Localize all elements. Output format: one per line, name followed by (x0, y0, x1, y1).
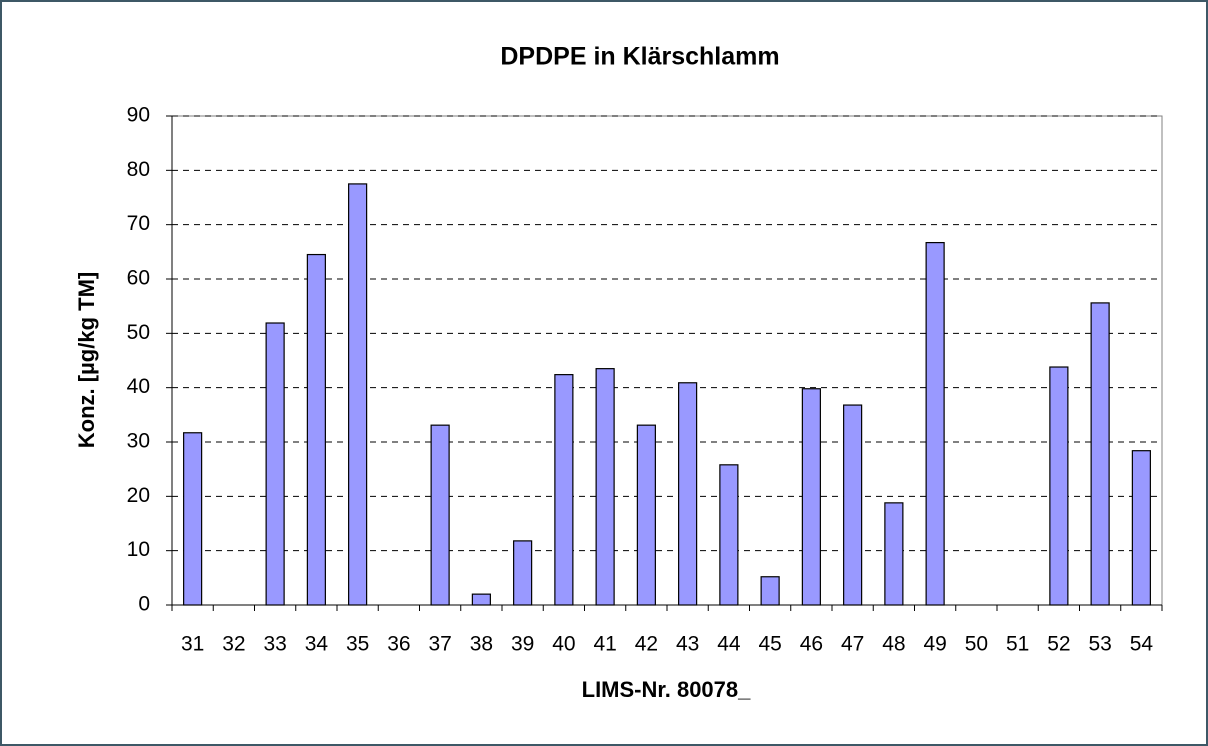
x-tick-label: 45 (758, 633, 781, 656)
bar (306, 253, 326, 606)
x-tick-label: 38 (470, 633, 493, 656)
x-tick-label: 53 (1088, 633, 1111, 656)
y-tick-label: 60 (127, 267, 150, 290)
x-tick-label: 32 (222, 633, 245, 656)
x-tick-label: 47 (841, 633, 864, 656)
x-tick-label: 48 (882, 633, 905, 656)
x-tick-label: 35 (346, 633, 369, 656)
bar (471, 593, 491, 606)
bar (1049, 366, 1069, 606)
bar (183, 432, 203, 606)
x-tick-label: 34 (305, 633, 329, 656)
x-tick-label: 51 (1006, 633, 1029, 656)
x-tick-label: 41 (593, 633, 616, 656)
bar (513, 540, 533, 606)
y-tick-label: 30 (127, 430, 150, 453)
chart-title: DPDPE in Klärschlamm (500, 43, 779, 71)
bar (636, 424, 656, 606)
y-tick-label: 0 (138, 593, 150, 616)
bar (843, 404, 863, 606)
x-tick-label: 42 (635, 633, 658, 656)
x-tick-label: 37 (428, 633, 451, 656)
x-tick-label: 50 (965, 633, 988, 656)
y-tick-label: 70 (127, 212, 150, 235)
x-tick-label: 36 (387, 633, 410, 656)
x-tick-label: 49 (923, 633, 946, 656)
y-tick-label: 40 (127, 375, 150, 398)
bar (884, 502, 904, 606)
bar (595, 368, 615, 606)
bar (801, 388, 821, 606)
bar (760, 576, 780, 606)
x-tick-label: 33 (263, 633, 286, 656)
bar (348, 183, 368, 606)
x-tick-label: 44 (717, 633, 741, 656)
x-tick-label: 39 (511, 633, 534, 656)
x-tick-label: 46 (800, 633, 823, 656)
x-axis-label: LIMS-Nr. 80078_ (582, 677, 752, 702)
y-tick-label: 10 (127, 538, 150, 561)
y-tick-label: 80 (127, 158, 150, 181)
x-tick-label: 52 (1047, 633, 1070, 656)
x-tick-label: 43 (676, 633, 699, 656)
x-tick-label: 54 (1130, 633, 1154, 656)
bar (1131, 450, 1151, 606)
y-tick-label: 20 (127, 484, 150, 507)
bar (678, 382, 698, 606)
bar (925, 241, 945, 606)
bar (1090, 302, 1110, 606)
x-tick-label: 31 (181, 633, 204, 656)
y-tick-label: 50 (127, 321, 150, 344)
bar (430, 424, 450, 606)
bar (265, 322, 285, 606)
y-tick-label: 90 (127, 104, 150, 127)
x-tick-label: 40 (552, 633, 575, 656)
y-axis-label: Konz. [µg/kg TM] (74, 272, 99, 448)
bar (719, 464, 739, 606)
bar (554, 374, 574, 606)
